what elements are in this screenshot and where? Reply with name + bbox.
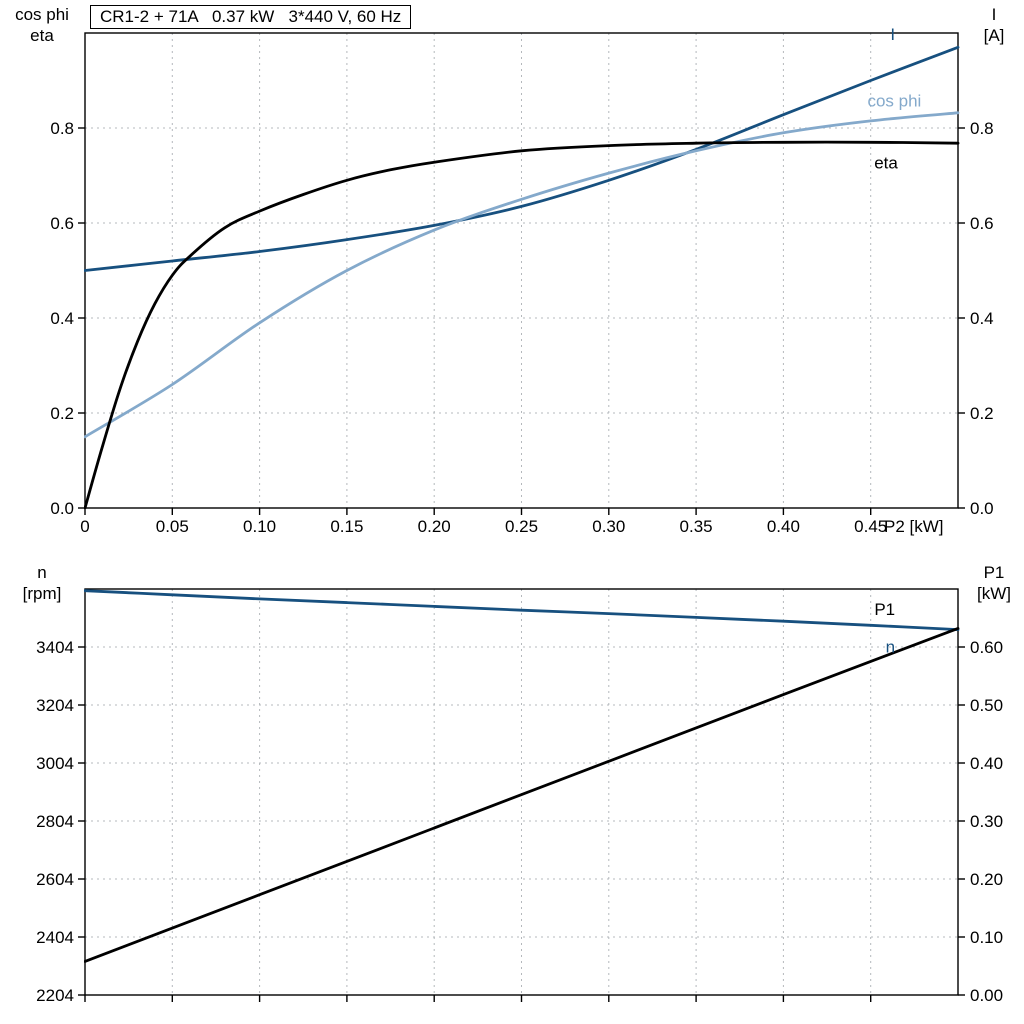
- x-axis-unit-label: P2 [kW]: [884, 517, 944, 536]
- x-tick-label: 0.45: [854, 517, 887, 536]
- curve-n: [84, 589, 960, 631]
- y-tick-label-right: 0.20: [970, 870, 1003, 889]
- y-tick-label-right: 0.4: [970, 309, 994, 328]
- chart-1: 2204 2404 2604 2804 3004 3204 3404 0.00 0.10 0.20…: [36, 588, 1003, 1005]
- y-tick-label-left: 0.4: [50, 309, 74, 328]
- y-tick-label-left: 0.2: [50, 404, 74, 423]
- curve-label-n: n: [886, 638, 895, 657]
- curve-label-eta: eta: [874, 153, 898, 172]
- axis-label-line: P1: [983, 563, 1005, 582]
- y-tick-label-left: 3004: [36, 754, 74, 773]
- y-tick-label-left: 2204: [36, 986, 74, 1005]
- lower-right-axis-label: P1 [kW]: [966, 562, 1022, 604]
- y-tick-label-right: 0.10: [970, 928, 1003, 947]
- x-tick-label: 0.05: [156, 517, 189, 536]
- x-tick-label: 0.20: [418, 517, 451, 536]
- chart-0: 0 0.05 0.10 0.15 0.20 0.25 0.30 0.35 0.40 0.45 0.0…: [50, 25, 993, 536]
- axis-label-line: [A]: [983, 26, 1005, 45]
- y-tick-label-right: 0.30: [970, 812, 1003, 831]
- y-tick-label-left: 2604: [36, 870, 74, 889]
- y-tick-label-right: 0.60: [970, 638, 1003, 657]
- x-tick-label: 0: [80, 517, 89, 536]
- y-tick-label-right: 0.8: [970, 119, 994, 138]
- axis-label-line: [kW]: [977, 584, 1011, 603]
- curve-label-p1: P1: [874, 600, 895, 619]
- curve-cos-phi: [84, 111, 960, 439]
- x-tick-label: 0.30: [592, 517, 625, 536]
- axis-label-line: [rpm]: [22, 584, 62, 603]
- curve-label-i: I: [890, 25, 895, 44]
- upper-left-axis-label: cos phi eta: [2, 4, 82, 46]
- x-tick-label: 0.10: [243, 517, 276, 536]
- curve-p1: [84, 627, 960, 963]
- y-tick-label-right: 0.00: [970, 986, 1003, 1005]
- curve-label-cos-phi: cos phi: [867, 92, 921, 111]
- axis-label-line: I: [991, 5, 997, 24]
- y-tick-label-left: 0.0: [50, 499, 74, 518]
- series-group: [84, 589, 960, 963]
- upper-right-axis-label: I [A]: [966, 4, 1022, 46]
- y-tick-label-left: 3404: [36, 638, 74, 657]
- y-tick-label-right: 0.40: [970, 754, 1003, 773]
- axis-label-line: n: [37, 563, 47, 582]
- curve-i: [84, 45, 960, 272]
- axis-label-line: cos phi: [15, 5, 69, 24]
- series-group: [84, 45, 960, 509]
- y-tick-label-left: 0.6: [50, 214, 74, 233]
- y-tick-label-right: 0.2: [970, 404, 994, 423]
- y-tick-label-right: 0.50: [970, 696, 1003, 715]
- y-tick-label-left: 0.8: [50, 119, 74, 138]
- y-tick-label-left: 2404: [36, 928, 74, 947]
- x-tick-label: 0.15: [330, 517, 363, 536]
- y-tick-label-right: 0.6: [970, 214, 994, 233]
- chart-title-box: CR1-2 + 71A 0.37 kW 3*440 V, 60 Hz: [90, 5, 412, 29]
- lower-left-axis-label: n [rpm]: [2, 562, 82, 604]
- y-tick-label-left: 2804: [36, 812, 74, 831]
- y-tick-label-right: 0.0: [970, 499, 994, 518]
- curve-eta: [84, 140, 960, 509]
- axis-label-line: eta: [30, 26, 54, 45]
- x-tick-label: 0.25: [505, 517, 538, 536]
- y-tick-label-left: 3204: [36, 696, 74, 715]
- x-tick-label: 0.35: [680, 517, 713, 536]
- x-tick-label: 0.40: [767, 517, 800, 536]
